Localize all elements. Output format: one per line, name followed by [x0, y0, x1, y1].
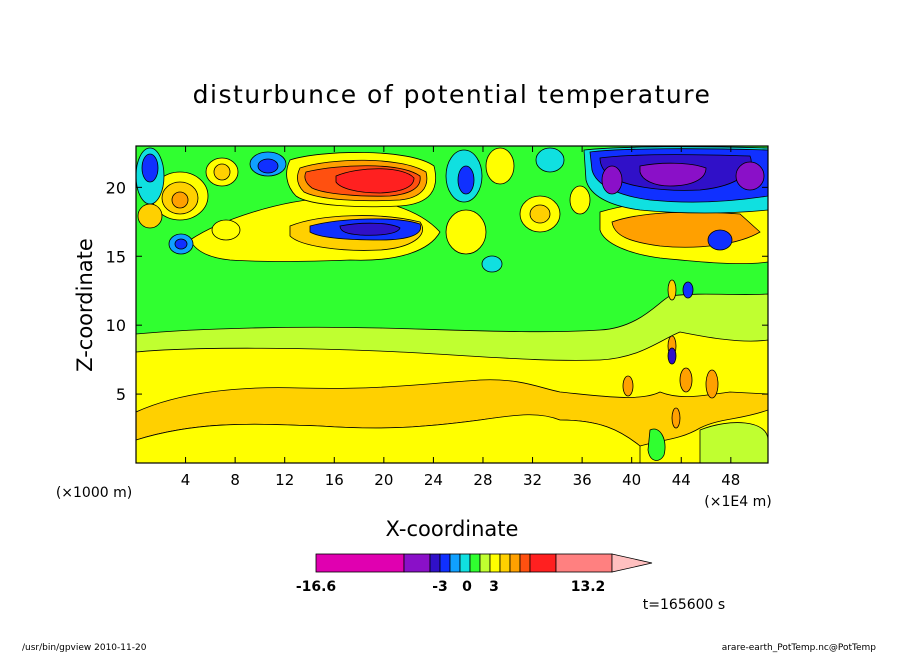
contour-blob — [667, 347, 677, 365]
x-tick-label: 44 — [672, 471, 691, 489]
contour-blob — [213, 163, 231, 181]
colorbar-max-label: 13.2 — [571, 579, 606, 595]
plot-frame — [135, 145, 769, 464]
contour-blob — [445, 209, 487, 255]
colorbar-min-label: -16.6 — [296, 579, 336, 595]
contour-region-red-hilite — [335, 168, 415, 194]
x-axis-label: X-coordinate — [386, 517, 519, 541]
x-tick-label: 32 — [523, 471, 542, 489]
contour-blob — [137, 203, 163, 229]
contour-blob — [481, 255, 503, 273]
contour-field — [136, 146, 768, 463]
y-tick-label: 5 — [116, 385, 126, 404]
x-unit-right-label: (×1E4 m) — [704, 494, 771, 510]
contour-blob — [257, 158, 279, 174]
contour-region-green-lowright — [647, 428, 666, 461]
colorbar-segment — [479, 553, 491, 573]
colorbar-center-label: 3 — [489, 579, 499, 595]
colorbar — [315, 553, 653, 573]
contour-region-yellow-lowright — [699, 422, 768, 463]
x-tick-label: 12 — [275, 471, 294, 489]
colorbar-segment — [459, 553, 471, 573]
colorbar-segment — [489, 553, 501, 573]
colorbar-center-label: 0 — [462, 579, 472, 595]
x-tick-label: 28 — [473, 471, 492, 489]
x-tick-label: 40 — [622, 471, 641, 489]
contour-region-navy-upper — [339, 222, 401, 236]
x-axis: 4 8 12 16 20 24 28 32 36 40 44 48 — [181, 146, 740, 489]
colorbar-segment — [469, 553, 481, 573]
contour-blob — [601, 165, 623, 195]
contour-blob — [569, 185, 591, 215]
colorbar-segment — [519, 553, 531, 573]
colorbar-segment — [403, 553, 431, 573]
contour-blob — [679, 367, 693, 393]
contour-blob — [707, 229, 733, 251]
colorbar-segment — [429, 553, 441, 573]
contour-blob — [705, 369, 719, 399]
x-tick-label: 48 — [721, 471, 740, 489]
x-tick-label: 24 — [424, 471, 443, 489]
x-tick-label: 8 — [230, 471, 240, 489]
contour-blob — [671, 407, 681, 429]
x-tick-label: 16 — [325, 471, 344, 489]
contour-blob — [535, 147, 565, 173]
x-tick-label: 20 — [374, 471, 393, 489]
contour-blob — [457, 165, 475, 195]
colorbar-segment — [439, 553, 451, 573]
contour-blob — [174, 238, 188, 250]
chart-title: disturbunce of potential temperature — [193, 80, 712, 109]
contour-blob — [667, 279, 677, 301]
colorbar-segment — [555, 553, 613, 573]
contour-blob — [211, 219, 241, 241]
x-tick-label: 4 — [181, 471, 191, 489]
colorbar-segment — [509, 553, 521, 573]
contour-blob — [622, 375, 634, 397]
contour-blob — [735, 161, 765, 191]
time-label: t=165600 s — [643, 597, 725, 613]
y-axis: 5 10 15 20 — [106, 178, 768, 404]
contour-blob — [682, 281, 694, 299]
contour-blob — [171, 191, 189, 209]
colorbar-segment — [315, 553, 405, 573]
contour-region-purple-right — [639, 162, 707, 187]
contour-region-yellow-low — [136, 414, 641, 463]
y-tick-label: 20 — [106, 178, 126, 197]
colorbar-segment — [449, 553, 461, 573]
contour-blob — [485, 147, 515, 185]
colorbar-arrow — [611, 553, 653, 573]
x-tick-label: 36 — [573, 471, 592, 489]
colorbar-segment — [499, 553, 511, 573]
colorbar-center-label: -3 — [432, 579, 448, 595]
y-tick-label: 10 — [106, 316, 126, 335]
x-unit-left-label: (×1000 m) — [56, 485, 132, 501]
contour-blob — [529, 204, 551, 224]
y-axis-label: Z-coordinate — [73, 238, 97, 372]
footer-left: /usr/bin/gpview 2010-11-20 — [22, 643, 147, 653]
colorbar-segment — [529, 553, 557, 573]
footer-right: arare-earth_PotTemp.nc@PotTemp — [722, 643, 877, 653]
contour-blob — [141, 153, 159, 183]
y-tick-label: 15 — [106, 247, 126, 266]
